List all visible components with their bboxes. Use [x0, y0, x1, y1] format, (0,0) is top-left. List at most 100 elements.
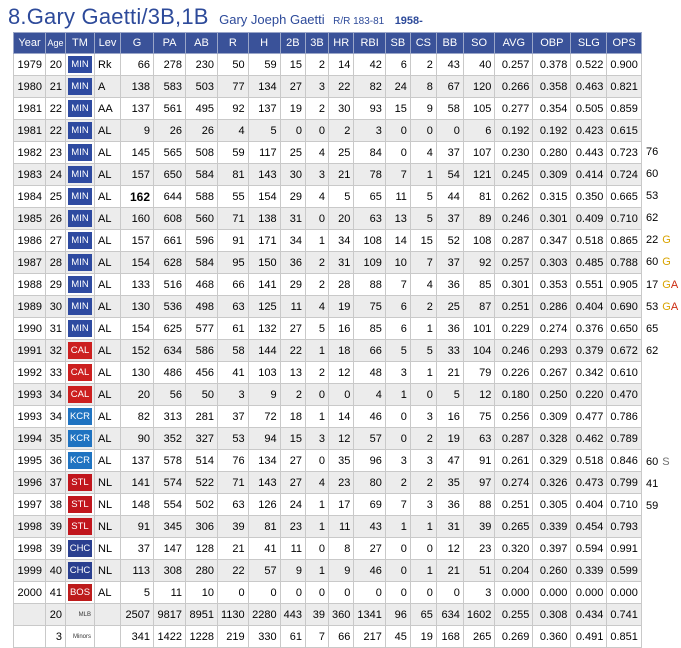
team-badge[interactable]: MIN: [68, 298, 92, 315]
team-badge[interactable]: KCR: [68, 408, 92, 425]
cell-age: 21: [45, 75, 66, 98]
column-header-pa[interactable]: PA: [153, 32, 186, 54]
column-header-2b[interactable]: 2B: [279, 32, 307, 54]
cell-bb: 0: [435, 119, 464, 142]
team-badge[interactable]: CAL: [68, 364, 92, 381]
team-badge[interactable]: MIN: [68, 166, 92, 183]
cell-age: 41: [45, 581, 66, 604]
cell-so: 89: [462, 207, 496, 230]
column-header-so[interactable]: SO: [462, 32, 496, 54]
cell-r: 61: [217, 317, 249, 340]
cell-so: 120: [462, 75, 496, 98]
column-header-h[interactable]: H: [247, 32, 281, 54]
column-header-slg[interactable]: SLG: [570, 32, 608, 54]
cell-ops: 0.788: [606, 251, 642, 274]
team-badge[interactable]: MIN: [68, 188, 92, 205]
cell-bb: 47: [435, 449, 464, 472]
cell-hr: 34: [328, 229, 355, 252]
cell-so: 92: [462, 251, 496, 274]
cell-age: 40: [45, 559, 66, 582]
mvp-rank: 41: [646, 477, 659, 490]
cell-slg: 0.443: [570, 141, 608, 164]
cell-so: 6: [462, 119, 496, 142]
team-badge[interactable]: KCR: [68, 430, 92, 447]
column-header-tm[interactable]: TM: [65, 32, 95, 54]
cell-rbi: 0: [353, 581, 386, 604]
cell-slg: 0.404: [570, 295, 608, 318]
column-header-g[interactable]: G: [120, 32, 154, 54]
cell-h: 5: [247, 119, 281, 142]
team-badge[interactable]: KCR: [68, 452, 92, 469]
cell-year: 1990: [13, 317, 46, 340]
cell-avg: 0.226: [494, 361, 534, 384]
cell-age: 29: [45, 273, 66, 296]
mvp-rank: 53: [646, 189, 659, 202]
cell-ab: 596: [185, 229, 218, 252]
cell-t: 1: [305, 515, 330, 538]
column-header-bb[interactable]: BB: [435, 32, 464, 54]
cell-d: 31: [279, 207, 307, 230]
team-badge[interactable]: STL: [68, 518, 92, 535]
column-header-obp[interactable]: OBP: [532, 32, 572, 54]
cell-age: 27: [45, 229, 66, 252]
column-header-avg[interactable]: AVG: [494, 32, 534, 54]
team-badge[interactable]: MIN: [68, 122, 92, 139]
cell-hr: 21: [328, 163, 355, 186]
cell-total-sb: 96: [384, 603, 411, 626]
cell-g: 157: [120, 163, 154, 186]
team-badge[interactable]: MIN: [68, 210, 92, 227]
team-badge[interactable]: CAL: [68, 342, 92, 359]
column-header-age[interactable]: Age: [45, 32, 66, 54]
team-badge[interactable]: STL: [68, 474, 92, 491]
team-badge[interactable]: MIN: [68, 144, 92, 161]
table-row: 1983 24 MIN AL 157 650 584 81 143 30 3 21 78 7 1 54 121 0…: [13, 163, 642, 186]
team-badge[interactable]: MIN: [68, 100, 92, 117]
cell-level: AL: [94, 229, 121, 252]
column-header-3b[interactable]: 3B: [305, 32, 330, 54]
cell-total-obp: 0.308: [532, 603, 572, 626]
cell-slg: 0.485: [570, 251, 608, 274]
cell-r: 71: [217, 207, 249, 230]
column-header-sb[interactable]: SB: [384, 32, 411, 54]
cell-age: 26: [45, 207, 66, 230]
cell-ops: 0.610: [606, 361, 642, 384]
cell-pa: 352: [153, 427, 186, 450]
team-badge[interactable]: STL: [68, 496, 92, 513]
team-badge[interactable]: CHC: [68, 540, 92, 557]
cell-total-bb: 634: [435, 603, 464, 626]
cell-bb: 21: [435, 559, 464, 582]
column-header-year[interactable]: Year: [13, 32, 46, 54]
cell-age: 37: [45, 471, 66, 494]
team-badge[interactable]: MIN: [68, 276, 92, 293]
cell-total-cs: 19: [409, 625, 437, 648]
team-badge[interactable]: MIN: [68, 232, 92, 249]
column-header-cs[interactable]: CS: [409, 32, 437, 54]
table-row: 1981 22 MIN AL 9 26 26 4 5 0 0 2 3 0 0 0 6 0.192 0.192 0.42…: [13, 119, 642, 142]
team-badge[interactable]: CHC: [68, 562, 92, 579]
column-header-r[interactable]: R: [217, 32, 249, 54]
cell-level: AL: [94, 141, 121, 164]
column-header-hr[interactable]: HR: [328, 32, 355, 54]
cell-total-h: 330: [247, 625, 281, 648]
cell-bb: 36: [435, 493, 464, 516]
cell-h: 141: [247, 273, 281, 296]
team-badge[interactable]: MIN: [68, 254, 92, 271]
team-badge[interactable]: MIN: [68, 320, 92, 337]
team-badge[interactable]: MIN: [68, 78, 92, 95]
column-header-rbi[interactable]: RBI: [353, 32, 386, 54]
team-badge[interactable]: CAL: [68, 386, 92, 403]
cell-age: 34: [45, 405, 66, 428]
cell-cs: 2: [409, 295, 437, 318]
mvp-rank: 22: [646, 234, 659, 247]
team-badge[interactable]: MIN: [68, 56, 92, 73]
column-header-ops[interactable]: OPS: [606, 32, 642, 54]
column-header-ab[interactable]: AB: [185, 32, 218, 54]
cell-sb: 11: [384, 185, 411, 208]
cell-level: AL: [94, 405, 121, 428]
cell-pa: 26: [153, 119, 186, 142]
cell-bb: 16: [435, 405, 464, 428]
team-badge[interactable]: BOS: [68, 584, 92, 601]
column-header-lev[interactable]: Lev: [94, 32, 121, 54]
cell-pa: 565: [153, 141, 186, 164]
cell-sb: 7: [384, 163, 411, 186]
